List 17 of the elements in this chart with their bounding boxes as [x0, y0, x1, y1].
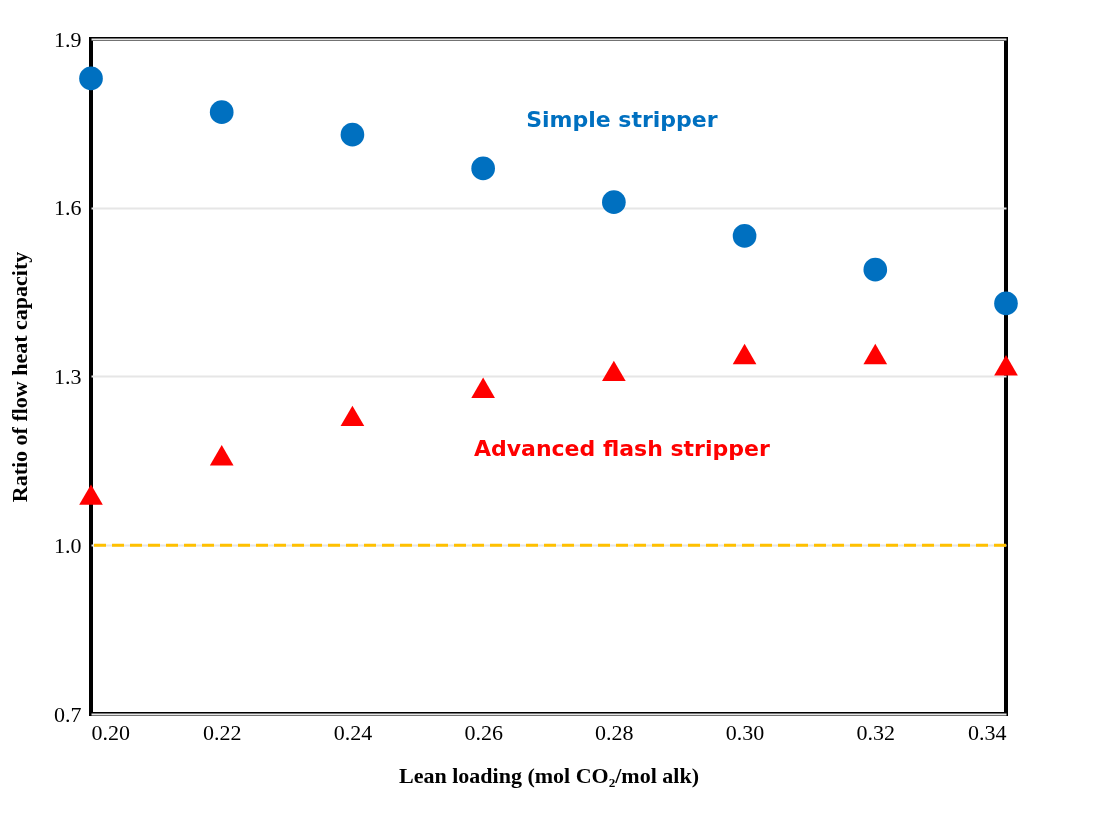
text: Simple stripper: [526, 107, 718, 133]
x-axis-title: Lean loading (mol CO₂/mol alk): [399, 762, 699, 788]
x-tick-label: 0.34: [968, 719, 1007, 745]
y-tick-label: 0.7: [54, 701, 82, 727]
x-tick-label: 0.20: [91, 719, 130, 745]
x-tick-label: 0.32: [856, 719, 896, 745]
x-tick-label: 0.24: [333, 719, 373, 745]
x-tick-label: 0.22: [202, 719, 242, 745]
y-tick-label: 1.6: [54, 195, 82, 221]
y-tick-label: 1.0: [54, 532, 82, 558]
y-tick-label: 1.9: [54, 26, 82, 52]
x-tick-label: 0.30: [725, 719, 765, 745]
x-tick-label: 0.26: [464, 719, 503, 745]
x-tick-label: 0.28: [595, 719, 634, 745]
series-label: Advanced flash stripper: [473, 435, 770, 461]
y-axis-title: Ratio of flow heat capacity: [7, 251, 32, 503]
y-tick-label: 1.3: [54, 364, 82, 389]
